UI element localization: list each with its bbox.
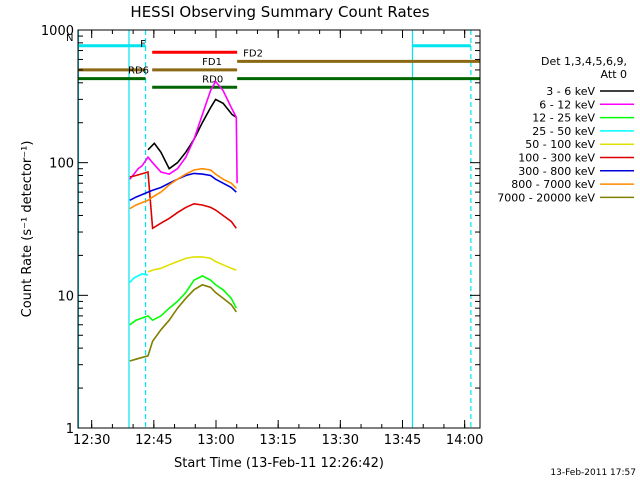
legend-label-8: 7000 - 20000 keV [497, 191, 595, 204]
legend-title-line-1: Det 1,3,4,5,6,9, [541, 55, 627, 68]
flag-label-7: RD0 [202, 74, 223, 85]
legend-label-0: 3 - 6 keV [546, 85, 595, 98]
x-tick-label-1: 12:45 [135, 433, 172, 448]
x-tick-label-4: 13:30 [322, 433, 359, 448]
legend-title-line-2: Att 0 [601, 68, 627, 81]
plot-frame [77, 29, 481, 429]
x-axis: 12:30 12:45 13:00 13:15 13:30 13:45 14:00 [73, 30, 483, 448]
legend-label-1: 6 - 12 keV [539, 98, 595, 111]
legend-label-4: 50 - 100 keV [525, 138, 595, 151]
x-tick-label-3: 13:15 [259, 433, 296, 448]
series-line-6 [129, 172, 237, 202]
timestamp: 13-Feb-2011 17:57 [550, 468, 636, 478]
x-axis-label: Start Time (13-Feb-11 12:26:42) [174, 456, 384, 471]
y-tick-label-1: 10 [57, 289, 74, 304]
series-line-1 [129, 79, 238, 184]
flag-label-0: N [66, 33, 73, 44]
flag-label-5: FD2 [243, 48, 263, 59]
x-tick-label-0: 12:30 [73, 433, 110, 448]
legend-label-3: 25 - 50 keV [532, 125, 595, 138]
series-line-3 [129, 273, 149, 284]
series-line-0 [147, 98, 237, 170]
series-line-8 [129, 283, 237, 362]
flag-label-2: F [140, 39, 146, 50]
legend-label-6: 300 - 800 keV [518, 165, 595, 178]
series-line-4 [147, 256, 237, 273]
series-line-2 [129, 274, 238, 326]
y-tick-label-3: 1000 [41, 24, 74, 39]
y-tick-label-2: 100 [49, 157, 74, 172]
x-tick-label-5: 13:45 [384, 433, 421, 448]
chart-title: HESSI Observing Summary Count Rates [130, 3, 429, 21]
series-line-7 [129, 167, 237, 210]
plot-area: N F FD1 FD2 RD6 RD0 [66, 30, 480, 428]
legend-label-2: 12 - 25 keV [532, 112, 595, 125]
x-tick-label-6: 14:00 [446, 433, 483, 448]
y-axis: 1 10 100 1000 [41, 24, 480, 437]
legend-label-5: 100 - 300 keV [518, 152, 595, 165]
x-tick-label-2: 13:00 [197, 433, 234, 448]
legend-label-7: 800 - 7000 keV [511, 178, 595, 191]
flag-label-6: RD6 [128, 66, 149, 77]
y-axis-label: Count Rate (s⁻¹ detector⁻¹) [20, 141, 35, 318]
y-tick-label-0: 1 [66, 422, 74, 437]
flag-label-3: FD1 [202, 57, 222, 68]
